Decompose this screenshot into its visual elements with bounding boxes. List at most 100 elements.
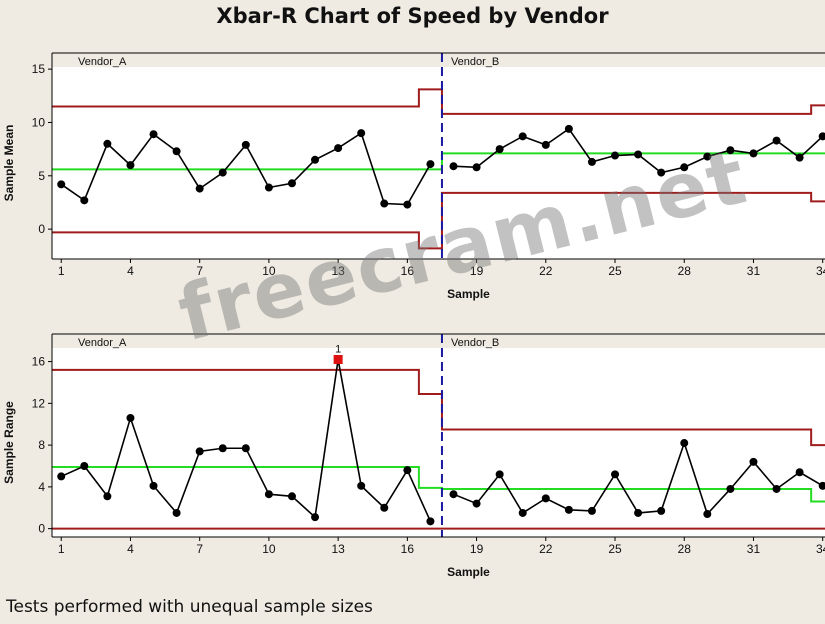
range-x-tick-label: 28 — [678, 542, 692, 556]
range-y-tick-label: 12 — [32, 396, 46, 410]
xbar-plot-area — [52, 67, 825, 259]
range-y-tick-label: 0 — [38, 522, 45, 536]
xbar-y-axis-title: Sample Mean — [2, 125, 16, 202]
xbar-data-point — [703, 152, 712, 161]
xbar-y-tick-label: 0 — [38, 222, 45, 236]
range-data-point — [218, 444, 227, 453]
xbar-data-point — [634, 150, 643, 159]
range-data-point — [449, 490, 458, 499]
range-data-point — [749, 457, 758, 466]
xbar-data-point — [126, 161, 135, 170]
xbar-data-point — [241, 140, 250, 149]
range-data-point — [403, 466, 412, 475]
range-data-point — [726, 484, 735, 493]
range-x-tick-label: 4 — [127, 542, 134, 556]
xbar-data-point — [264, 183, 273, 192]
range-x-axis-title: Sample — [447, 565, 490, 579]
xbar-data-point — [772, 136, 781, 145]
range-flag-label: 1 — [335, 343, 341, 355]
xbar-data-point — [564, 124, 573, 133]
range-x-tick-label: 25 — [608, 542, 622, 556]
xbar-data-point — [472, 163, 481, 172]
xbar-data-point — [749, 149, 758, 158]
xbar-x-tick-label: 1 — [58, 264, 65, 278]
range-data-point — [611, 470, 620, 479]
range-data-point — [703, 510, 712, 519]
range-data-point — [287, 492, 296, 501]
xbar-data-point — [403, 200, 412, 209]
range-data-point — [657, 506, 666, 515]
range-data-point — [541, 494, 550, 503]
xbar-stage-label-a: Vendor_A — [78, 56, 127, 68]
xbar-data-point — [541, 140, 550, 149]
xbar-data-point — [57, 180, 66, 189]
range-data-point — [634, 508, 643, 517]
xbar-y-tick-label: 5 — [38, 169, 45, 183]
range-x-tick-label: 19 — [470, 542, 484, 556]
range-data-point — [311, 513, 320, 522]
xbar-data-point — [357, 129, 366, 138]
range-x-tick-label: 1 — [58, 542, 65, 556]
xbar-data-point — [611, 151, 620, 160]
chart-title: Xbar-R Chart of Speed by Vendor — [216, 4, 609, 28]
range-y-axis-title: Sample Range — [2, 401, 16, 484]
range-data-point — [57, 472, 66, 481]
range-x-tick-label: 34 — [816, 542, 825, 556]
range-y-tick-label: 8 — [38, 438, 45, 452]
xbar-x-tick-label: 34 — [816, 264, 825, 278]
range-data-point — [80, 461, 89, 470]
xbar-data-point — [311, 155, 320, 164]
xbar-x-tick-label: 10 — [262, 264, 276, 278]
range-x-tick-label: 13 — [331, 542, 345, 556]
range-data-point — [195, 447, 204, 456]
xbar-x-tick-label: 4 — [127, 264, 134, 278]
xbar-data-point — [218, 168, 227, 177]
xbar-data-point — [818, 132, 825, 141]
range-y-tick-label: 4 — [38, 480, 45, 494]
range-x-tick-label: 22 — [539, 542, 553, 556]
range-stage-label-b: Vendor_B — [451, 337, 499, 349]
range-data-point — [818, 481, 825, 490]
range-data-point — [472, 499, 481, 508]
xbar-data-point — [103, 139, 112, 148]
range-data-point — [380, 503, 389, 512]
range-data-point — [149, 481, 158, 490]
range-data-point — [564, 505, 573, 514]
range-panel — [48, 333, 825, 541]
range-x-tick-label: 16 — [401, 542, 415, 556]
range-data-point — [495, 470, 504, 479]
xbar-x-axis-title: Sample — [447, 287, 490, 301]
xbar-data-point — [426, 160, 435, 169]
range-plot-area — [52, 348, 825, 537]
xbar-x-tick-label: 16 — [401, 264, 415, 278]
xbar-data-point — [587, 157, 596, 166]
xbar-x-tick-label: 19 — [470, 264, 484, 278]
range-data-point — [426, 517, 435, 526]
xbar-x-tick-label: 22 — [539, 264, 553, 278]
xbar-panel — [48, 52, 825, 263]
range-x-tick-label: 7 — [196, 542, 203, 556]
range-y-tick-label: 16 — [32, 355, 46, 369]
xbar-center-line — [52, 152, 825, 171]
xbar-data-point — [334, 144, 343, 153]
xbar-data-point — [287, 179, 296, 188]
xbar-data-point — [518, 132, 527, 141]
range-data-point — [772, 484, 781, 493]
range-data-point — [126, 413, 135, 422]
xbar-x-tick-label: 13 — [331, 264, 345, 278]
xbar-y-tick-label: 15 — [32, 62, 46, 76]
range-flagged-point — [333, 354, 343, 364]
xbar-x-tick-label: 31 — [747, 264, 761, 278]
range-data-point — [795, 468, 804, 477]
xbar-x-tick-label: 25 — [608, 264, 622, 278]
range-data-point — [518, 508, 527, 517]
xbar-data-point — [495, 145, 504, 154]
range-data-point — [264, 490, 273, 499]
range-x-tick-label: 31 — [747, 542, 761, 556]
xbar-data-point — [195, 184, 204, 193]
xbar-data-point — [149, 130, 158, 139]
range-stage-label-a: Vendor_A — [78, 337, 127, 349]
range-data-point — [357, 481, 366, 490]
range-data-point — [587, 506, 596, 515]
